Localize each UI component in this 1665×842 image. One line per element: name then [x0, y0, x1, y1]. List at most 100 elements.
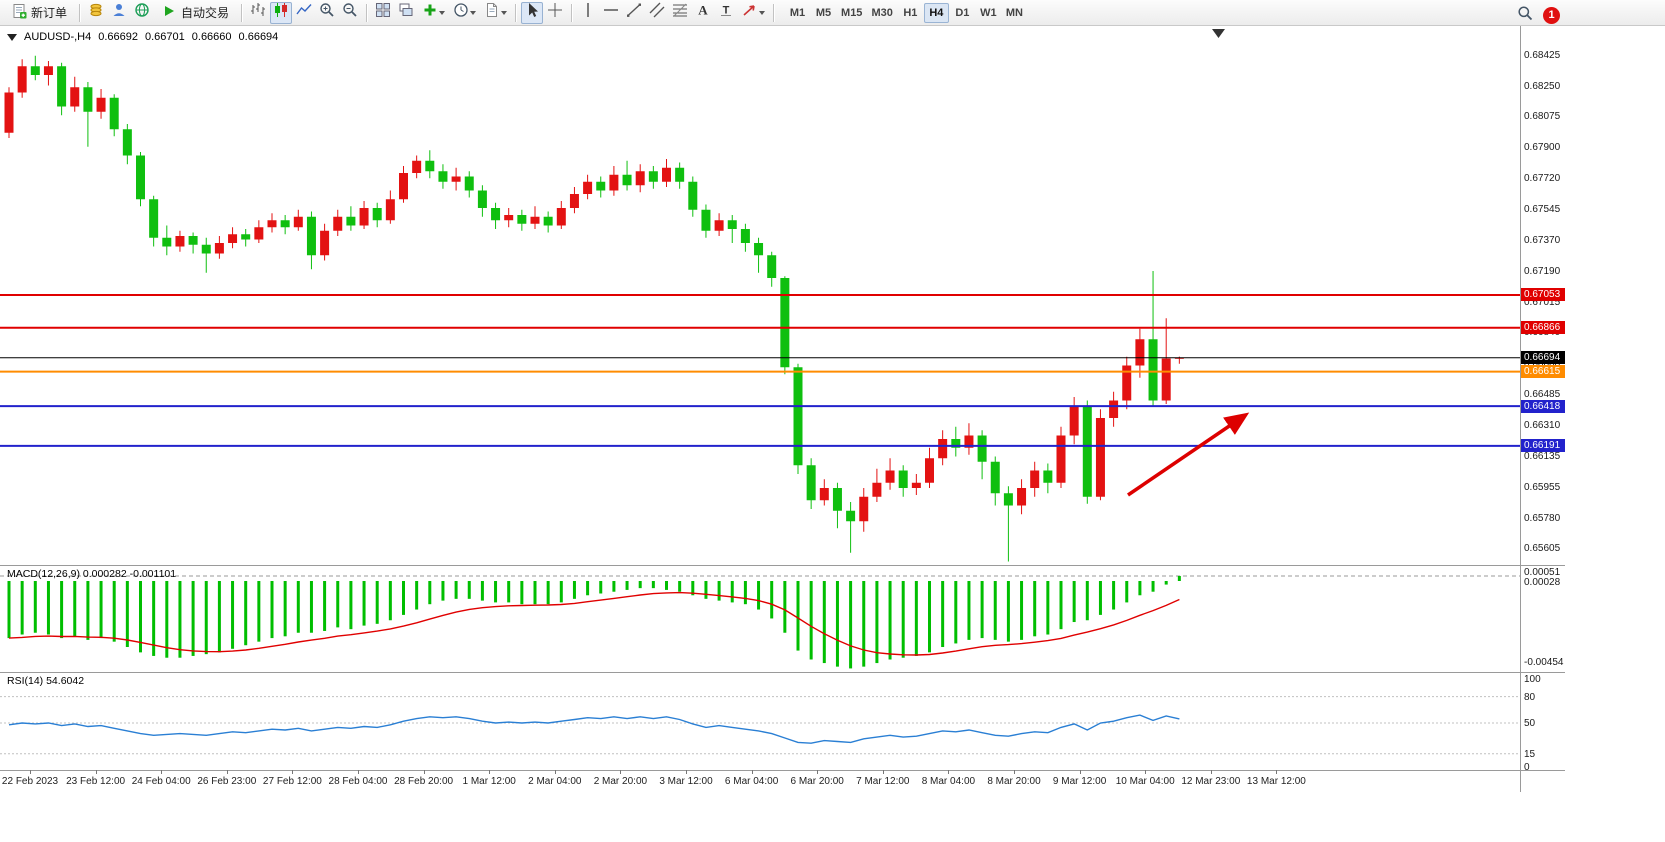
candlestick-chart-button[interactable] [270, 1, 293, 24]
tile-windows-icon [375, 2, 391, 23]
timeframe-button-W1[interactable]: W1 [980, 6, 997, 19]
crosshair-button[interactable] [544, 2, 566, 24]
scale-tick-label: 0.67720 [1524, 173, 1561, 185]
add-indicator-button[interactable] [418, 2, 448, 24]
equidistant-channel-button[interactable] [646, 2, 668, 24]
timeframe-button-M5[interactable]: M5 [815, 6, 832, 19]
panel-separator[interactable] [0, 672, 1565, 673]
scale-tick-label: 0.68425 [1524, 49, 1561, 61]
zoom-out-button[interactable] [339, 2, 361, 24]
time-label: 2 Mar 04:00 [528, 776, 582, 787]
scale-tick-label: 0.65605 [1524, 543, 1561, 555]
market-icon[interactable] [85, 2, 107, 24]
time-label: 28 Feb 04:00 [328, 776, 388, 787]
time-label: 6 Mar 20:00 [790, 776, 844, 787]
timeframe-button-M1[interactable]: M1 [789, 6, 806, 19]
timeframe-button-H1[interactable]: H1 [903, 6, 918, 19]
periods-button[interactable] [449, 2, 479, 24]
time-axis[interactable]: 22 Feb 2023 23 Feb 12:00 24 Feb 04:00 26 Fe… [0, 770, 1520, 792]
time-label: 3 Mar 12:00 [659, 776, 713, 787]
time-label: 28 Feb 20:00 [394, 776, 454, 787]
web-icon[interactable] [131, 2, 153, 24]
price-scale-divider [1520, 26, 1521, 792]
arrows-button[interactable] [738, 2, 768, 24]
globe-icon [134, 2, 150, 23]
trendline-icon [626, 2, 642, 23]
timeframe-button-M15[interactable]: M15 [841, 6, 863, 19]
text-button[interactable]: A [692, 2, 714, 24]
timeframe-button-M30[interactable]: M30 [871, 6, 893, 19]
templates-button[interactable] [480, 2, 510, 24]
time-tick [292, 770, 294, 774]
cursor-button[interactable] [521, 1, 544, 24]
auto-trading-play-icon [161, 3, 177, 22]
time-tick [1145, 770, 1147, 774]
person-icon [111, 2, 127, 23]
horizontal-line-button[interactable] [600, 2, 622, 24]
time-tick [358, 770, 359, 774]
price-line-badge: 0.66694 [1521, 351, 1565, 365]
time-label: 6 Mar 04:00 [724, 776, 779, 787]
fibonacci-button[interactable] [669, 2, 691, 24]
panel-separator[interactable] [0, 565, 1565, 566]
toolbar-separator [571, 3, 573, 22]
add-indicator-icon [422, 2, 438, 23]
time-tick [1276, 770, 1278, 774]
one-click-trading-toggle[interactable] [7, 33, 17, 41]
time-label: 13 Mar 12:00 [1246, 776, 1306, 787]
auto-trading-label: 自动交易 [181, 6, 230, 20]
toolbar-separator [366, 3, 368, 22]
time-tick [30, 770, 31, 774]
zoom-in-icon [319, 2, 335, 23]
timeframe-button-H4[interactable]: H4 [923, 2, 949, 23]
macd-plot[interactable] [0, 565, 1520, 672]
time-tick [1210, 770, 1212, 774]
cascade-windows-button[interactable] [395, 2, 417, 24]
price-scale[interactable]: 0.68425 0.68250 0.68075 0.67900 0.67720 0.675… [1521, 26, 1565, 792]
coins-icon [88, 2, 104, 23]
horizontal-line-icon [603, 2, 619, 23]
new-order-button[interactable]: 新订单 [4, 2, 74, 24]
zoom-in-button[interactable] [316, 2, 338, 24]
scale-tick-label: 0.66485 [1524, 389, 1561, 401]
scale-tick-label: 0.67545 [1524, 203, 1561, 215]
time-tick [1079, 770, 1081, 774]
timeframe-button-MN[interactable]: MN [1005, 6, 1023, 19]
timeframe-button-D1[interactable]: D1 [955, 6, 970, 19]
cursor-icon [524, 2, 540, 23]
clock-icon [453, 2, 469, 23]
zoom-out-icon [342, 2, 358, 23]
auto-trading-button[interactable]: 自动交易 [154, 2, 236, 24]
chevron-down-icon [438, 10, 445, 15]
time-label: 23 Feb 12:00 [66, 776, 126, 787]
toolbar-separator [241, 3, 243, 22]
time-tick [686, 770, 687, 774]
text-label-button[interactable]: T [715, 2, 737, 24]
line-chart-icon [296, 2, 312, 23]
main-chart-plot[interactable] [0, 26, 1520, 565]
ohlc-low: 0.66660 [191, 31, 232, 43]
toolbar-separator [515, 3, 517, 22]
time-tick [882, 770, 884, 774]
vertical-line-button[interactable] [577, 2, 599, 24]
notification-badge[interactable]: 1 [1543, 6, 1560, 24]
line-chart-button[interactable] [293, 2, 315, 24]
trendline-button[interactable] [623, 2, 645, 24]
rsi-plot[interactable] [0, 672, 1520, 770]
ohlc-open: 0.66692 [98, 31, 138, 43]
price-line-badge: 0.66615 [1521, 365, 1565, 379]
toolbar: 新订单 自动交易 A T M1 M5 M15 M30 H1 [0, 0, 1665, 26]
svg-text:T: T [723, 5, 730, 17]
community-icon[interactable] [108, 2, 130, 24]
time-label: 10 Mar 04:00 [1115, 776, 1175, 787]
tile-windows-button[interactable] [372, 2, 394, 24]
time-label: 8 Mar 20:00 [987, 776, 1041, 787]
scale-tick-label: 0.67190 [1524, 266, 1561, 277]
time-tick [620, 770, 622, 774]
price-line-badge: 0.67053 [1521, 288, 1565, 302]
search-button[interactable] [1514, 4, 1536, 26]
bar-chart-button[interactable] [247, 2, 269, 24]
scale-tick-label: 0.66135 [1524, 450, 1561, 462]
scale-tick-label: 0.65780 [1524, 512, 1561, 524]
